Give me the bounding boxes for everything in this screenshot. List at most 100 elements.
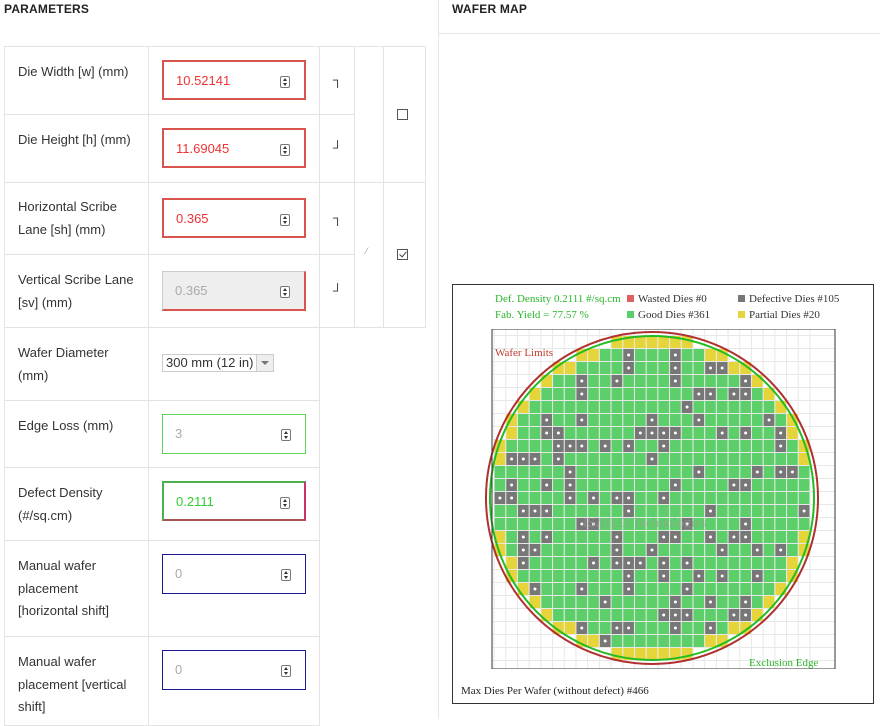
good-die (658, 583, 670, 595)
good-die (751, 505, 763, 517)
h-scribe-label-1: Horizontal Scribe (18, 199, 117, 214)
partial-die (658, 648, 670, 660)
good-die (646, 596, 658, 608)
manual-h-input[interactable]: 0 (162, 554, 306, 594)
good-die (553, 414, 564, 426)
good-die (623, 466, 634, 478)
die-height-input[interactable]: 11.69045 (162, 128, 306, 168)
edge-loss-input[interactable]: 3 (162, 414, 306, 454)
defect-dot (779, 470, 783, 474)
h-scribe-input[interactable]: 0.365 (162, 198, 306, 238)
good-die (740, 544, 751, 556)
defect-dot (627, 509, 631, 513)
good-die (506, 531, 517, 543)
good-die (670, 453, 681, 465)
good-die (541, 492, 553, 504)
good-die (564, 401, 576, 413)
good-die (705, 440, 716, 452)
parameters-heading: PARAMETERS (4, 2, 90, 16)
defect-dot (744, 613, 748, 617)
defect-density-input[interactable]: 0.2111 (162, 481, 306, 521)
good-die (576, 609, 588, 621)
good-die (576, 531, 588, 543)
good-die (798, 466, 810, 478)
table-cell (383, 182, 426, 328)
partial-die (623, 336, 634, 348)
good-die (634, 349, 646, 361)
lock-scribe-checkbox[interactable] (397, 249, 408, 260)
good-die (705, 375, 716, 387)
manual-h-label-1: Manual wafer (18, 558, 97, 573)
partial-die (798, 440, 810, 452)
defect-dot (580, 444, 584, 448)
good-die (751, 440, 763, 452)
defect-dot (627, 574, 631, 578)
good-die (787, 492, 798, 504)
good-die (576, 362, 588, 374)
good-die (494, 505, 506, 517)
chevron-down-icon[interactable] (256, 355, 273, 371)
defect-dot (592, 522, 595, 526)
manual-v-input[interactable]: 0 (162, 650, 306, 690)
good-legend-text: Good Dies #361 (638, 309, 711, 321)
good-die (611, 388, 623, 400)
good-die (763, 570, 775, 582)
defect-dot (603, 639, 607, 643)
good-die (658, 479, 670, 491)
good-die (751, 531, 763, 543)
partial-die (787, 427, 798, 439)
good-die (588, 440, 599, 452)
wafer-diameter-select[interactable]: 300 mm (12 in) (162, 354, 274, 372)
good-die (740, 583, 751, 595)
good-die (564, 388, 576, 400)
good-die (728, 427, 740, 439)
defect-dot (732, 613, 736, 617)
partial-die (670, 648, 681, 660)
die-width-input[interactable]: 10.52141 (162, 60, 306, 100)
table-cell (4, 182, 149, 255)
partial-die (506, 414, 517, 426)
map-frame (491, 329, 836, 669)
defect-dot (545, 535, 549, 539)
defect-dot (580, 379, 584, 383)
v-scribe-input[interactable]: 0.365 (162, 271, 306, 311)
good-die (517, 492, 529, 504)
good-die (529, 401, 541, 413)
edge-loss-spinner-icon[interactable] (281, 429, 291, 441)
defect-dot (603, 444, 607, 448)
defect-dot (779, 444, 783, 448)
good-die (599, 570, 611, 582)
good-die (705, 453, 716, 465)
table-cell (354, 182, 384, 328)
good-die (599, 466, 611, 478)
good-die (646, 479, 658, 491)
defect-density-spinner-icon[interactable] (280, 497, 290, 509)
good-die (728, 466, 740, 478)
good-die (588, 414, 599, 426)
defect-dot (556, 444, 560, 448)
good-die (670, 557, 681, 569)
die-height-spinner-icon[interactable] (280, 144, 290, 156)
edge-loss-value: 3 (175, 426, 183, 441)
manual-h-spinner-icon[interactable] (281, 569, 291, 581)
manual-v-spinner-icon[interactable] (281, 665, 291, 677)
good-die (670, 583, 681, 595)
good-die (658, 414, 670, 426)
lock-die-size-checkbox[interactable] (397, 109, 408, 120)
die-width-spinner-icon[interactable] (280, 76, 290, 88)
good-die (670, 414, 681, 426)
good-die (634, 479, 646, 491)
good-die (611, 414, 623, 426)
v-scribe-spinner-icon[interactable] (280, 286, 290, 298)
defect-dot (568, 496, 572, 500)
h-scribe-spinner-icon[interactable] (280, 214, 290, 226)
defect-dot (767, 418, 771, 422)
partial-die (716, 635, 728, 647)
defect-dot (568, 483, 572, 487)
good-die (611, 505, 623, 517)
good-die (553, 609, 564, 621)
good-die (576, 544, 588, 556)
good-die (529, 570, 541, 582)
good-die (529, 414, 541, 426)
good-die (599, 609, 611, 621)
